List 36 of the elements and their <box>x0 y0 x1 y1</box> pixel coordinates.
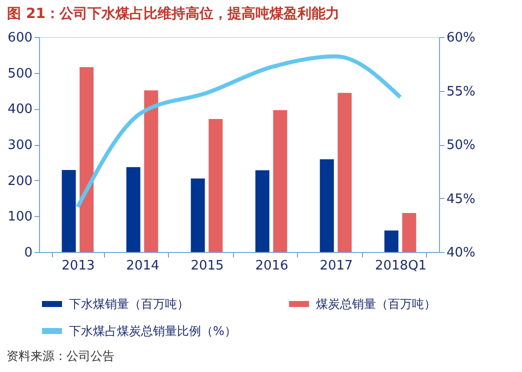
x-tick-label: 2016 <box>255 258 288 274</box>
y2-tick-label: 55% <box>446 84 476 100</box>
bar <box>190 178 205 252</box>
line-series <box>76 54 402 209</box>
x-tick-label: 2014 <box>126 258 160 274</box>
legend-label: 下水煤占煤炭总销量比例（%） <box>69 324 236 338</box>
bar <box>126 167 140 252</box>
bar <box>273 110 288 252</box>
bar <box>402 212 416 252</box>
x-tick-label: 2017 <box>320 258 353 274</box>
bar <box>384 230 398 252</box>
text: 资料来源：公司公告 <box>6 349 115 363</box>
bar <box>62 170 76 252</box>
y2-tick-label: 45% <box>446 192 476 207</box>
y2-tick-label: 50% <box>446 138 476 153</box>
y-tick-label: 300 <box>8 138 32 153</box>
y-tick-label: 100 <box>8 210 32 225</box>
bar <box>255 170 270 252</box>
y-tick-label: 600 <box>8 30 32 46</box>
bar <box>144 90 158 252</box>
x-tick-label: 2013 <box>62 258 95 274</box>
chart-title: 图 21：公司下水煤占比维持高位，提高吨煤盈利能力 <box>7 5 340 22</box>
legend-label: 下水煤销量（百万吨） <box>69 297 189 311</box>
x-tick-label: 2018Q1 <box>374 258 427 274</box>
legend-label: 煤炭总销量（百万吨） <box>316 297 436 311</box>
bar <box>208 119 223 252</box>
y-tick-label: 200 <box>8 174 32 189</box>
bar <box>80 67 94 252</box>
y2-tick-label: 40% <box>446 246 476 260</box>
bar <box>320 159 334 252</box>
y-tick-label: 0 <box>24 246 32 260</box>
x-tick-label: 2015 <box>190 258 224 274</box>
y2-tick-label: 60% <box>446 30 476 46</box>
bar <box>338 92 352 252</box>
y-tick-label: 500 <box>8 66 32 82</box>
y-tick-label: 400 <box>8 102 32 118</box>
